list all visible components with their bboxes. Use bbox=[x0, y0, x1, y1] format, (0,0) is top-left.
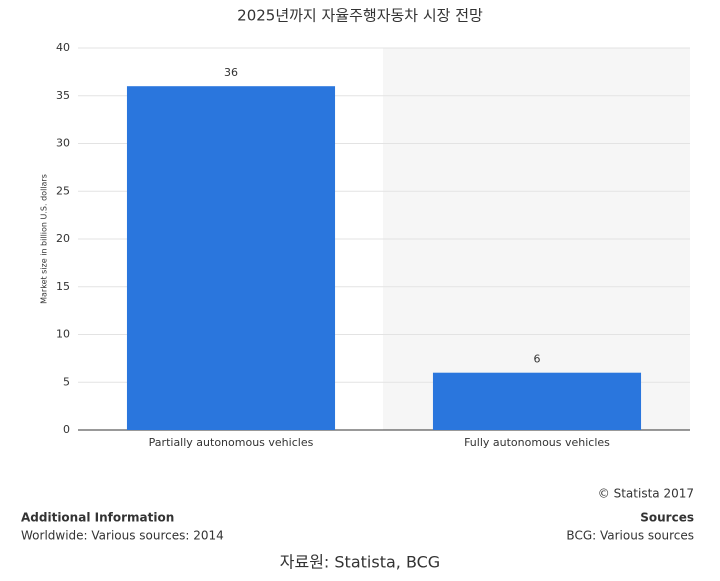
value-label: 6 bbox=[534, 353, 541, 366]
y-tick-label: 40 bbox=[56, 41, 70, 54]
y-tick-label: 35 bbox=[56, 89, 70, 102]
y-tick-label: 10 bbox=[56, 328, 70, 341]
y-tick-label: 5 bbox=[63, 375, 70, 388]
y-tick-label: 20 bbox=[56, 232, 70, 245]
bar bbox=[432, 372, 642, 430]
y-axis-label: Market size in billion U.S. dollars bbox=[40, 174, 49, 304]
value-label: 36 bbox=[224, 66, 238, 79]
sources-title: Sources bbox=[640, 511, 694, 525]
x-tick-label: Partially autonomous vehicles bbox=[149, 436, 314, 449]
y-tick-label: 15 bbox=[56, 280, 70, 293]
copyright: © Statista 2017 bbox=[598, 487, 694, 501]
additional-title: Additional Information bbox=[21, 511, 174, 525]
sources-text: BCG: Various sources bbox=[566, 529, 694, 543]
bar bbox=[126, 86, 336, 430]
y-tick-label: 0 bbox=[63, 423, 70, 436]
additional-text: Worldwide: Various sources: 2014 bbox=[21, 529, 224, 543]
y-tick-label: 25 bbox=[56, 184, 70, 197]
chart-title: 2025년까지 자율주행자동차 시장 전망 bbox=[237, 7, 483, 25]
y-tick-label: 30 bbox=[56, 137, 70, 150]
x-tick-label: Fully autonomous vehicles bbox=[464, 436, 610, 449]
caption: 자료원: Statista, BCG bbox=[280, 553, 440, 572]
